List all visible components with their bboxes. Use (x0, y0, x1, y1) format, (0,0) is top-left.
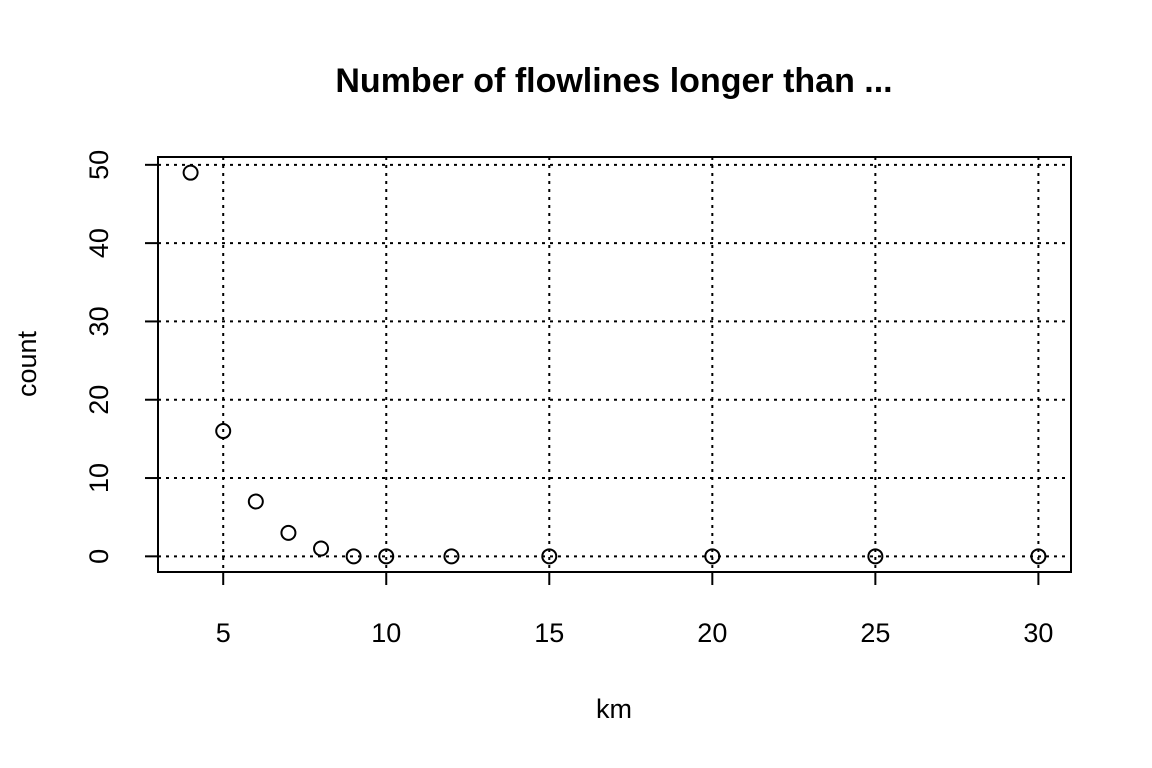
y-tick-label: 20 (84, 385, 114, 415)
data-point (1030, 548, 1047, 565)
x-tick-label: 30 (1023, 618, 1053, 648)
data-point (378, 548, 395, 565)
plot-frame (157, 156, 1072, 573)
y-tick-label: 30 (84, 306, 114, 336)
x-tick-label: 5 (216, 618, 231, 648)
y-tick-label: 40 (84, 228, 114, 258)
x-tick-label: 20 (697, 618, 727, 648)
y-tick-label: 50 (84, 150, 114, 180)
x-tick-label: 25 (860, 618, 890, 648)
data-point (247, 493, 264, 510)
data-point (867, 548, 884, 565)
y-axis-label: count (12, 330, 42, 397)
x-tick-label: 10 (371, 618, 401, 648)
data-point (443, 548, 460, 565)
data-point (313, 540, 330, 557)
x-tick-label: 15 (534, 618, 564, 648)
data-point (280, 524, 297, 541)
data-point (541, 548, 558, 565)
chart-title: Number of flowlines longer than ... (335, 62, 892, 100)
data-point (704, 548, 721, 565)
data-point (215, 423, 232, 440)
plot-area: 5 10 15 20 25 30 0 10 20 30 40 50 (84, 150, 1072, 648)
y-tick-label: 10 (84, 463, 114, 493)
data-point (182, 164, 199, 181)
y-tick-label: 0 (84, 549, 114, 564)
x-axis-label: km (596, 694, 632, 724)
data-point (345, 548, 362, 565)
